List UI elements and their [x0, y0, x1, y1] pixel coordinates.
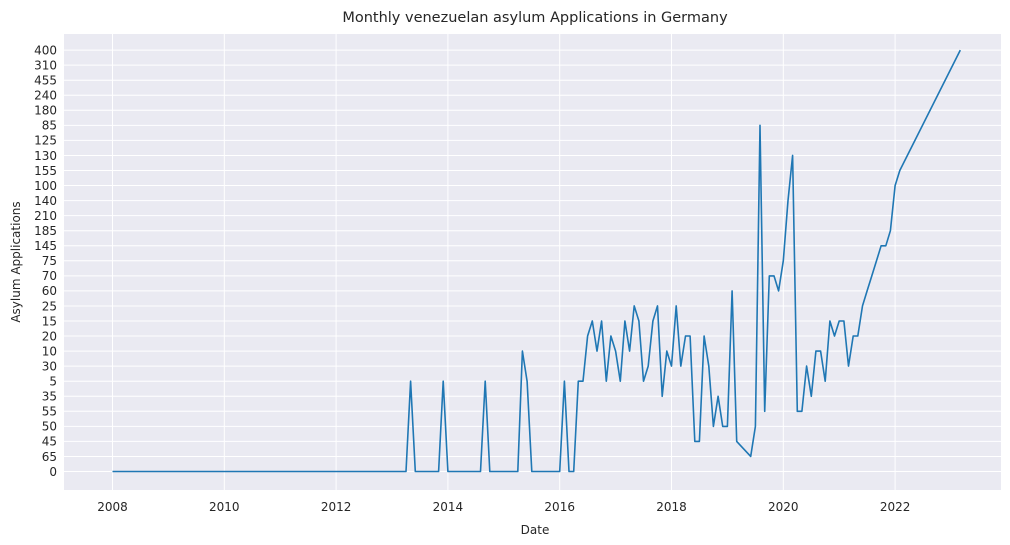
y-tick-label: 185	[34, 224, 57, 238]
plot-area	[64, 34, 1001, 490]
y-tick-label: 50	[42, 420, 57, 434]
y-tick-label: 400	[34, 43, 57, 57]
y-tick-label: 240	[34, 89, 57, 103]
y-tick-label: 455	[34, 74, 57, 88]
y-tick-label: 310	[34, 58, 57, 72]
y-tick-label: 35	[42, 390, 57, 404]
x-tick-label: 2020	[768, 500, 799, 514]
y-tick-label: 140	[34, 194, 57, 208]
x-tick-label: 2014	[433, 500, 464, 514]
x-axis-ticks: 2008 2010 2012 2014 2016 2018 2020 2022	[97, 500, 910, 514]
x-tick-label: 2008	[97, 500, 128, 514]
y-tick-label: 60	[42, 284, 57, 298]
y-tick-label: 10	[42, 344, 57, 358]
y-tick-label: 45	[42, 435, 57, 449]
y-tick-label: 15	[42, 314, 57, 328]
x-tick-label: 2018	[656, 500, 687, 514]
y-tick-label: 70	[42, 269, 57, 283]
y-tick-label: 125	[34, 134, 57, 148]
chart-title: Monthly venezuelan asylum Applications i…	[342, 10, 728, 26]
y-tick-label: 210	[34, 209, 57, 223]
x-tick-label: 2012	[321, 500, 352, 514]
y-tick-label: 65	[42, 450, 57, 464]
y-tick-label: 180	[34, 104, 57, 118]
y-tick-label: 25	[42, 299, 57, 313]
y-tick-label: 85	[42, 119, 57, 133]
x-tick-label: 2010	[209, 500, 240, 514]
y-tick-label: 155	[34, 164, 57, 178]
y-tick-label: 5	[49, 375, 57, 389]
y-tick-label: 30	[42, 359, 57, 373]
y-tick-label: 130	[34, 149, 57, 163]
y-tick-label: 75	[42, 254, 57, 268]
x-tick-label: 2022	[880, 500, 911, 514]
x-axis-label: Date	[521, 523, 550, 537]
y-tick-label: 55	[42, 405, 57, 419]
y-tick-label: 0	[49, 465, 57, 479]
y-axis-label: Asylum Applications	[9, 201, 23, 322]
y-tick-label: 145	[34, 239, 57, 253]
x-tick-label: 2016	[544, 500, 575, 514]
y-tick-label: 20	[42, 329, 57, 343]
y-tick-label: 100	[34, 179, 57, 193]
series-line	[112, 49, 962, 473]
gridlines	[64, 34, 1001, 490]
